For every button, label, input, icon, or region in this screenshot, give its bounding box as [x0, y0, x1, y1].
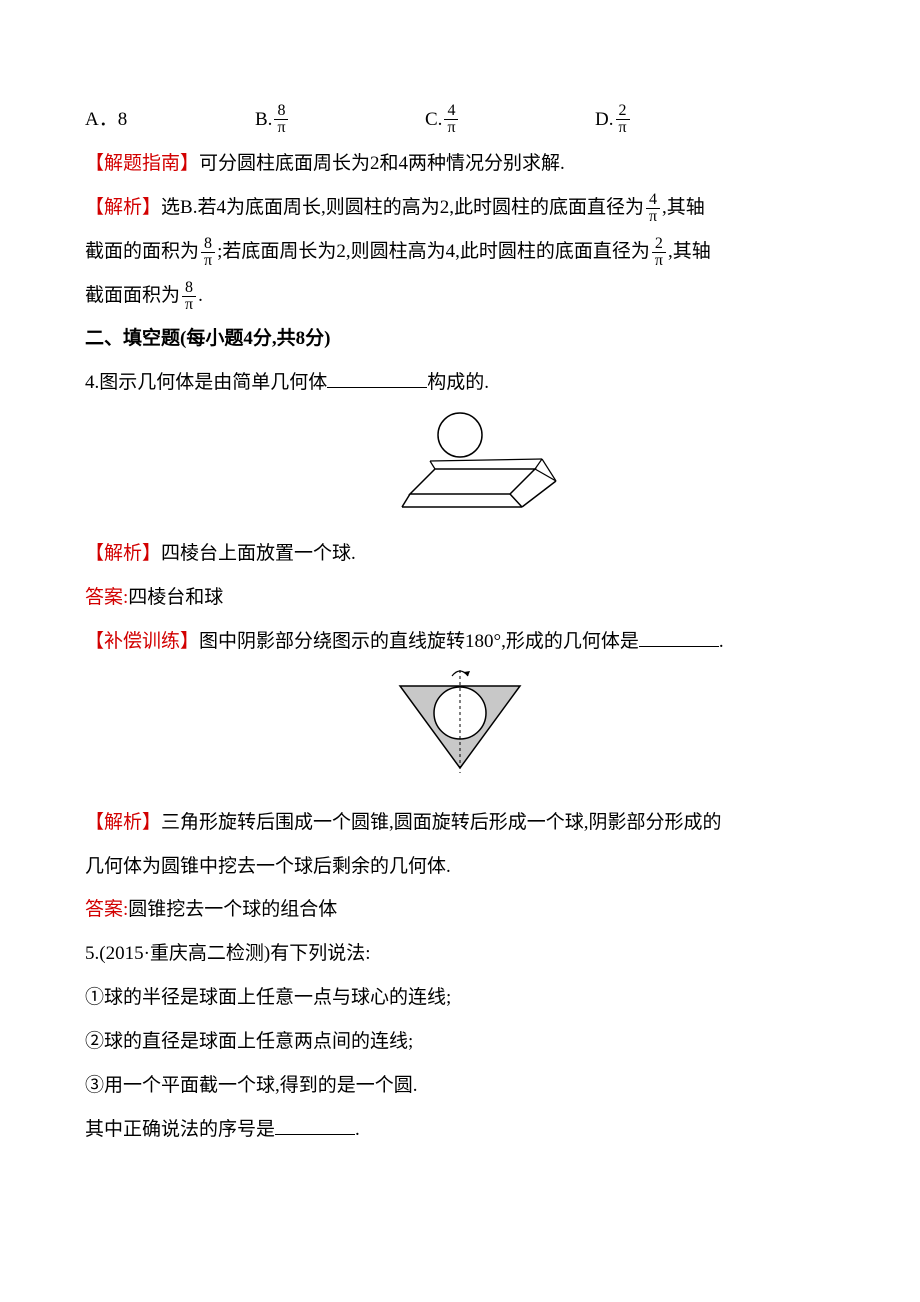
q4-solution: 【解析】四棱台上面放置一个球.	[85, 534, 835, 574]
fraction-c: 4 π	[444, 103, 458, 136]
option-d: D. 2 π	[595, 100, 632, 140]
solution-label: 【解析】	[85, 543, 161, 564]
solution-line3: 截面面积为8π.	[85, 276, 835, 316]
solution-line2: 截面的面积为8π;若底面周长为2,则圆柱高为4,此时圆柱的底面直径为2π,其轴	[85, 232, 835, 272]
comp-solution-l1: 【解析】三角形旋转后围成一个圆锥,圆面旋转后形成一个球,阴影部分形成的	[85, 803, 835, 843]
fraction-inline: 8π	[201, 236, 215, 269]
q5-s3: ③用一个平面截一个球,得到的是一个圆.	[85, 1066, 835, 1106]
comp-answer: 答案:圆锥挖去一个球的组合体	[85, 890, 835, 930]
q5-s2: ②球的直径是球面上任意两点间的连线;	[85, 1022, 835, 1062]
hint-label: 【解题指南】	[85, 153, 199, 174]
fraction-inline: 8π	[182, 280, 196, 313]
answer-label: 答案:	[85, 587, 128, 608]
option-c: C. 4 π	[425, 100, 595, 140]
q5-head: 5.(2015·重庆高二检测)有下列说法:	[85, 934, 835, 974]
hint-row: 【解题指南】可分圆柱底面周长为2和4两种情况分别求解.	[85, 144, 835, 184]
blank-line	[639, 628, 719, 647]
option-a: A．8	[85, 100, 255, 140]
q4-answer: 答案:四棱台和球	[85, 578, 835, 618]
fraction-inline: 4π	[646, 192, 660, 225]
option-row: A．8 B. 8 π C. 4 π D. 2 π	[85, 100, 835, 140]
q4-row: 4.图示几何体是由简单几何体构成的.	[85, 363, 835, 403]
figure-2	[85, 668, 835, 793]
fraction-d: 2 π	[615, 103, 629, 136]
comp-solution-l2: 几何体为圆锥中挖去一个球后剩余的几何体.	[85, 847, 835, 887]
solution-label: 【解析】	[85, 197, 161, 218]
blank-line	[327, 369, 427, 388]
fraction-b: 8 π	[274, 103, 288, 136]
hint-text: 可分圆柱底面周长为2和4两种情况分别求解.	[199, 153, 565, 174]
option-b: B. 8 π	[255, 100, 425, 140]
figure-1	[85, 409, 835, 524]
compensation-label: 【补偿训练】	[85, 631, 199, 652]
blank-line	[275, 1116, 355, 1135]
solution-label: 【解析】	[85, 812, 161, 833]
solution-line1: 【解析】选B.若4为底面周长,则圆柱的高为2,此时圆柱的底面直径为4π,其轴	[85, 188, 835, 228]
q5-s1: ①球的半径是球面上任意一点与球心的连线;	[85, 978, 835, 1018]
section-2-title: 二、填空题(每小题4分,共8分)	[85, 319, 835, 359]
fraction-inline: 2π	[652, 236, 666, 269]
compensation-q: 【补偿训练】图中阴影部分绕图示的直线旋转180°,形成的几何体是.	[85, 622, 835, 662]
q5-end: 其中正确说法的序号是.	[85, 1110, 835, 1150]
answer-label: 答案:	[85, 899, 128, 920]
